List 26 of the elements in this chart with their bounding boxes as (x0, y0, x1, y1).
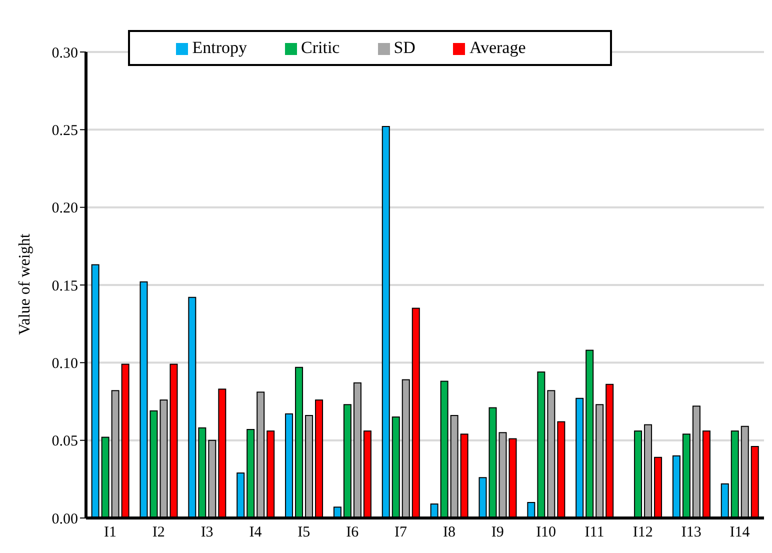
y-tick-label: 0.00 (52, 511, 78, 528)
x-tick-label: I5 (298, 524, 310, 541)
legend-label: Entropy (192, 38, 247, 57)
y-tick-label: 0.15 (52, 278, 78, 294)
x-tick-label: I2 (152, 524, 165, 541)
x-tick-label: I9 (491, 524, 504, 541)
y-tick-label: 0.25 (52, 122, 78, 139)
x-tick-label: I10 (536, 524, 556, 541)
x-tick-label: I4 (249, 524, 262, 541)
y-tick-label: 0.05 (52, 434, 78, 450)
y-tick-label: 0.20 (52, 200, 78, 217)
y-tick-label: 0.10 (52, 356, 78, 372)
y-axis-title: Value of weight (16, 233, 34, 335)
x-tick-label: I3 (200, 524, 214, 541)
x-tick-label: I11 (584, 524, 604, 541)
x-tick-label: I6 (346, 524, 360, 541)
legend-label: Average (469, 38, 526, 57)
x-tick-label: I8 (442, 524, 456, 541)
y-tick-label: 0.30 (52, 45, 78, 62)
x-tick-label: I14 (730, 524, 750, 541)
x-tick-label: I12 (632, 524, 653, 541)
legend-label: Critic (301, 38, 340, 57)
x-tick-label: I1 (104, 524, 116, 541)
legend-label: SD (394, 38, 416, 57)
x-tick-label: I13 (681, 524, 702, 541)
x-tick-label: I7 (394, 524, 408, 541)
